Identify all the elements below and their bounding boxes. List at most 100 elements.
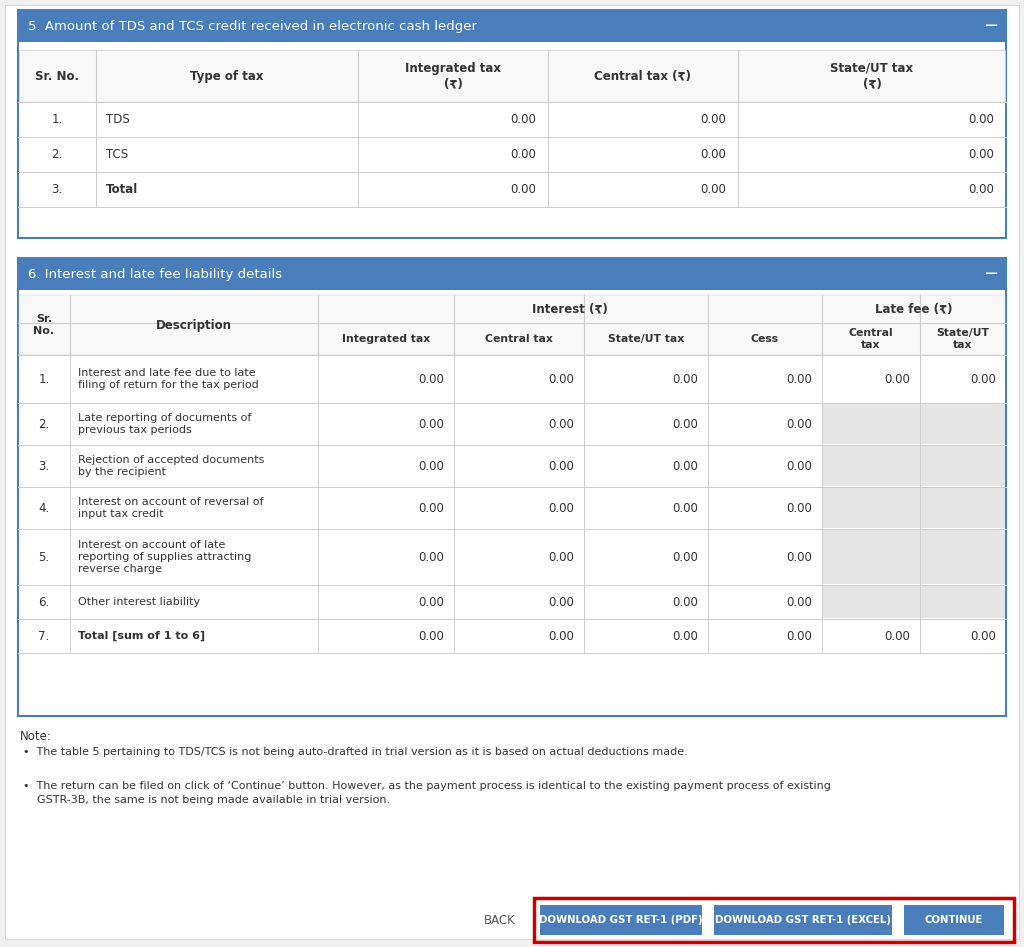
Bar (540, 905, 702, 935)
Text: BACK: BACK (484, 914, 516, 926)
Text: Interest on account of late
reporting of supplies attracting
reverse charge: Interest on account of late reporting of… (78, 540, 251, 575)
Text: 3.: 3. (39, 459, 49, 473)
Text: 5. Amount of TDS and TCS credit received in electronic cash ledger: 5. Amount of TDS and TCS credit received… (28, 20, 477, 32)
Text: Note:: Note: (20, 730, 52, 743)
Text: Central tax (₹): Central tax (₹) (595, 69, 691, 82)
Text: 0.00: 0.00 (548, 550, 574, 563)
Bar (19, 355, 1005, 403)
Text: Interest (₹): Interest (₹) (532, 302, 608, 315)
Text: Sr. No.: Sr. No. (35, 69, 79, 82)
Text: Total: Total (106, 183, 138, 196)
Bar (18, 10, 1006, 238)
Text: 0.00: 0.00 (672, 418, 698, 431)
Text: Interest on account of reversal of
input tax credit: Interest on account of reversal of input… (78, 497, 263, 519)
Bar (19, 529, 1005, 585)
Bar (823, 404, 920, 444)
Text: •  The table 5 pertaining to TDS/TCS is not being auto-drafted in trial version : • The table 5 pertaining to TDS/TCS is n… (23, 747, 688, 757)
Bar (18, 10, 1006, 42)
Bar (18, 258, 1006, 290)
Text: Sr.
No.: Sr. No. (34, 313, 54, 336)
Text: 0.00: 0.00 (548, 502, 574, 514)
Text: 0.00: 0.00 (418, 630, 444, 642)
Bar (19, 50, 1005, 102)
Bar (19, 102, 1005, 137)
Text: 0.00: 0.00 (968, 183, 994, 196)
Text: 0.00: 0.00 (672, 630, 698, 642)
Text: Type of tax: Type of tax (190, 69, 264, 82)
Text: 0.00: 0.00 (786, 630, 812, 642)
Text: Central
tax: Central tax (849, 329, 893, 349)
Text: 0.00: 0.00 (418, 418, 444, 431)
Text: Other interest liability: Other interest liability (78, 597, 200, 607)
Text: TCS: TCS (106, 148, 128, 161)
Text: 0.00: 0.00 (786, 459, 812, 473)
Text: 6. Interest and late fee liability details: 6. Interest and late fee liability detai… (28, 267, 283, 280)
Text: 2.: 2. (51, 148, 62, 161)
Text: 0.00: 0.00 (970, 630, 996, 642)
Text: 0.00: 0.00 (548, 630, 574, 642)
Bar (19, 172, 1005, 207)
Text: State/UT
tax: State/UT tax (937, 329, 989, 349)
Text: 0.00: 0.00 (418, 459, 444, 473)
Bar (904, 905, 1004, 935)
Bar (19, 585, 1005, 619)
Text: 0.00: 0.00 (672, 372, 698, 385)
Bar (19, 445, 1005, 487)
Text: 0.00: 0.00 (786, 550, 812, 563)
Bar (19, 295, 1005, 355)
Text: CONTINUE: CONTINUE (925, 915, 983, 925)
Bar (714, 905, 892, 935)
Text: −: − (983, 17, 998, 35)
Text: State/UT tax: State/UT tax (608, 334, 684, 344)
Text: 0.00: 0.00 (672, 550, 698, 563)
Text: 0.00: 0.00 (786, 596, 812, 609)
Text: Late fee (₹): Late fee (₹) (876, 302, 952, 315)
Text: 0.00: 0.00 (700, 183, 726, 196)
Text: Central tax: Central tax (485, 334, 553, 344)
Bar (921, 404, 1005, 444)
Text: 0.00: 0.00 (968, 113, 994, 126)
Text: 0.00: 0.00 (548, 418, 574, 431)
Text: 1.: 1. (38, 372, 49, 385)
Text: 1.: 1. (51, 113, 62, 126)
Bar (823, 446, 920, 486)
Bar (19, 619, 1005, 653)
Bar (534, 898, 1014, 942)
Text: 0.00: 0.00 (700, 113, 726, 126)
Text: DOWNLOAD GST RET-1 (PDF): DOWNLOAD GST RET-1 (PDF) (540, 915, 702, 925)
Text: 0.00: 0.00 (786, 502, 812, 514)
Text: 4.: 4. (38, 502, 49, 514)
Text: 0.00: 0.00 (418, 502, 444, 514)
Bar (19, 487, 1005, 529)
Text: 7.: 7. (38, 630, 49, 642)
Text: Rejection of accepted documents
by the recipient: Rejection of accepted documents by the r… (78, 455, 264, 477)
Bar (19, 137, 1005, 172)
Bar (823, 586, 920, 618)
Text: 0.00: 0.00 (700, 148, 726, 161)
Text: 0.00: 0.00 (786, 372, 812, 385)
Bar (921, 530, 1005, 584)
Text: 0.00: 0.00 (510, 148, 536, 161)
Bar (823, 530, 920, 584)
Text: 6.: 6. (38, 596, 49, 609)
Text: 0.00: 0.00 (548, 459, 574, 473)
Bar (921, 446, 1005, 486)
Bar (19, 403, 1005, 445)
Bar (18, 258, 1006, 716)
Text: −: − (983, 265, 998, 283)
Text: 0.00: 0.00 (968, 148, 994, 161)
Text: Integrated tax
(₹): Integrated tax (₹) (406, 62, 501, 91)
Bar (921, 586, 1005, 618)
Text: 5.: 5. (39, 550, 49, 563)
Text: 2.: 2. (38, 418, 49, 431)
Text: 0.00: 0.00 (418, 596, 444, 609)
Bar (823, 488, 920, 528)
Text: 3.: 3. (51, 183, 62, 196)
Text: Total [sum of 1 to 6]: Total [sum of 1 to 6] (78, 631, 205, 641)
Text: TDS: TDS (106, 113, 130, 126)
Text: 0.00: 0.00 (970, 372, 996, 385)
Text: State/UT tax
(₹): State/UT tax (₹) (830, 62, 913, 91)
Text: 0.00: 0.00 (510, 113, 536, 126)
Text: DOWNLOAD GST RET-1 (EXCEL): DOWNLOAD GST RET-1 (EXCEL) (715, 915, 891, 925)
Text: Integrated tax: Integrated tax (342, 334, 430, 344)
